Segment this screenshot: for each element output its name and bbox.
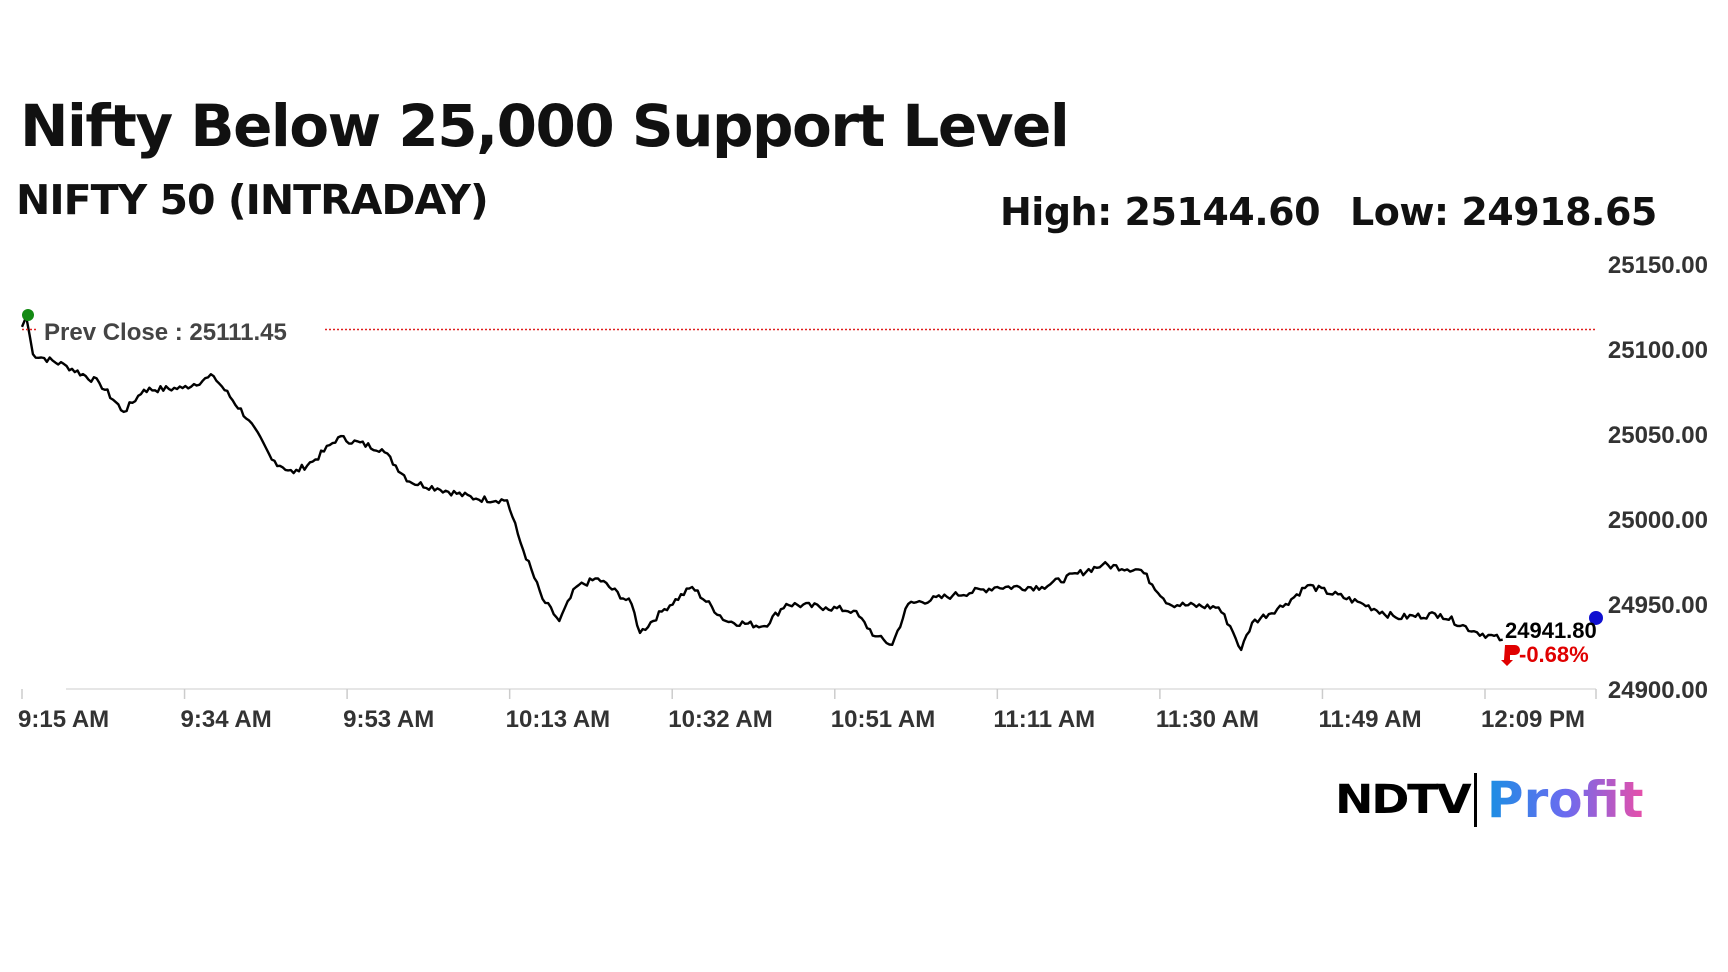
logo-profit: Profit xyxy=(1486,771,1644,829)
x-axis: 9:15 AM 9:34 AM 9:53 AM 10:13 AM 10:32 AM 10:… xyxy=(18,688,1597,733)
change-percent-label: -0.68% xyxy=(1519,642,1589,667)
x-tick-label: 10:13 AM xyxy=(506,706,610,733)
start-dot xyxy=(22,309,34,321)
end-dot xyxy=(1589,610,1603,625)
y-tick-label: 25150.00 xyxy=(1608,252,1708,279)
y-axis: 25150.00 25100.00 25050.00 25000.00 24950.00… xyxy=(1608,252,1708,704)
price-line xyxy=(20,315,1503,652)
x-tick-label: 9:53 AM xyxy=(343,706,434,733)
x-tick-label: 10:51 AM xyxy=(831,706,935,733)
chart-headline: Nifty Below 25,000 Support Level xyxy=(20,92,1070,160)
y-tick-label: 24950.00 xyxy=(1608,592,1708,619)
y-tick-label: 25050.00 xyxy=(1608,422,1708,449)
logo-divider xyxy=(1473,773,1477,827)
down-arrow-icon xyxy=(1501,645,1520,666)
x-tick-label: 9:15 AM xyxy=(18,706,109,733)
logo-ndtv: NDTV xyxy=(1335,777,1472,823)
x-tick-label: 11:30 AM xyxy=(1156,706,1259,733)
x-tick-label: 9:34 AM xyxy=(181,706,272,733)
day-high: High: 25144.60 xyxy=(1000,190,1321,234)
y-tick-label: 25000.00 xyxy=(1608,507,1708,534)
prev-close-label: Prev Close : 25111.45 xyxy=(44,319,287,346)
x-tick-label: 11:49 AM xyxy=(1318,706,1421,733)
y-tick-label: 24900.00 xyxy=(1608,677,1708,704)
day-low: Low: 24918.65 xyxy=(1350,190,1657,234)
y-tick-label: 25100.00 xyxy=(1608,337,1708,364)
chart-subtitle: NIFTY 50 (INTRADAY) xyxy=(16,176,489,224)
ndtv-profit-logo: NDTV Profit xyxy=(1335,770,1644,830)
last-value-label: 24941.80 xyxy=(1505,618,1597,643)
x-tick-label: 12:09 PM xyxy=(1481,706,1585,733)
x-tick-label: 10:32 AM xyxy=(668,706,772,733)
x-tick-label: 11:11 AM xyxy=(993,706,1095,733)
